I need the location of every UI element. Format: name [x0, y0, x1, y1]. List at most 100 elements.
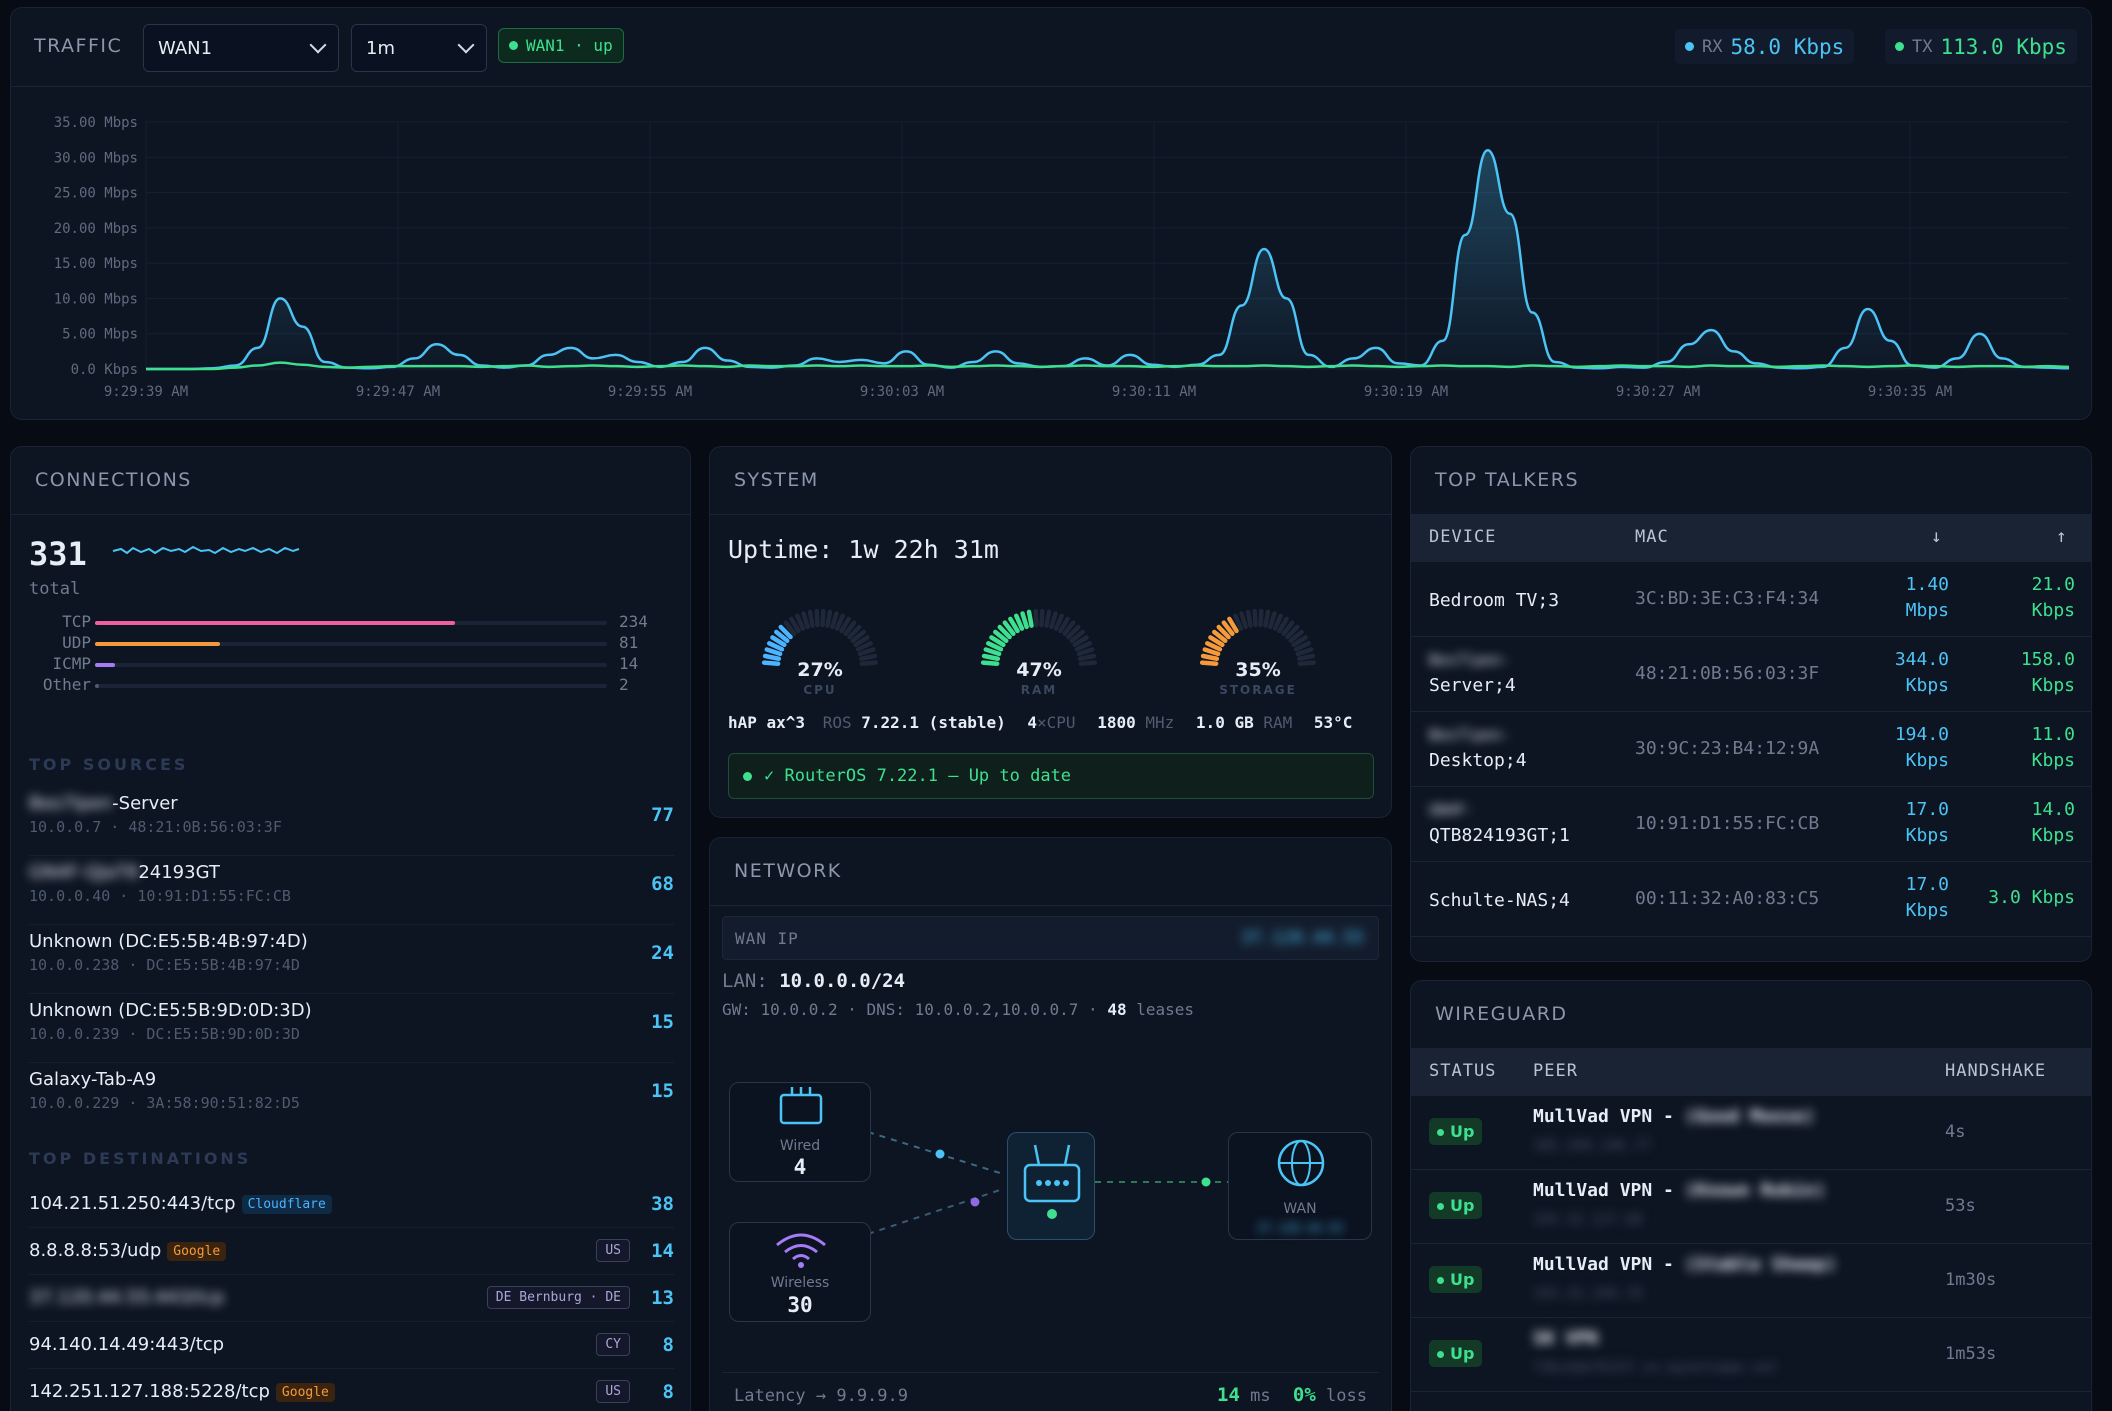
col-peer[interactable]: PEER	[1533, 1061, 1578, 1081]
status-dot-icon	[1437, 1203, 1444, 1210]
wireguard-title: WIREGUARD	[1435, 1003, 1568, 1025]
talker-upload-value: 14.0	[2031, 799, 2075, 820]
gauge-tick	[1033, 608, 1039, 628]
gauge-tick	[1039, 608, 1045, 628]
talker-download: 17.0 Kbps	[1906, 872, 1949, 924]
destination-row[interactable]: 8.8.8.8:53/udp Google US 14	[29, 1228, 674, 1275]
source-row[interactable]: Unknown (DC:E5:5B:9D:0D:3D) 10.0.0.239 · …	[29, 994, 674, 1063]
talker-row[interactable]: GN4F- QTB824193GT;1 10:91:D1:55:FC:CB 17.0 K…	[1411, 787, 2091, 862]
globe-icon	[1277, 1139, 1325, 1187]
destination-count: 8	[662, 1381, 674, 1403]
gauge-tick	[1049, 611, 1058, 630]
y-tick-label: 0.0 Kbps	[71, 362, 138, 378]
wireguard-peer-row[interactable]: Up SK VPN f3bcbde7615f.sn.mynetname.net 1m5…	[1411, 1318, 2091, 1392]
uptime-text: Uptime: 1w 22h 31m	[728, 535, 999, 564]
protocol-bar-fill	[95, 684, 100, 688]
connections-title: CONNECTIONS	[35, 469, 192, 491]
wireguard-card: WIREGUARD STATUS PEER HANDSHAKE Up MullVa…	[1410, 980, 2092, 1411]
col-mac[interactable]: MAC	[1635, 527, 1669, 547]
source-row[interactable]: GN4F-QJaT824193GT 10.0.0.40 · 10:91:D1:55…	[29, 856, 674, 925]
peer-endpoint: 193.32.249.70	[1533, 1286, 1643, 1302]
col-status[interactable]: STATUS	[1429, 1061, 1497, 1081]
destination-provider-tag: Google	[275, 1382, 335, 1402]
wireguard-peer-row[interactable]: Up MullVad VPN - (Stable Sheep) 193.32.249…	[1411, 1244, 2091, 1318]
wireguard-peer-row[interactable]: Up MullVad VPN - (Known Robin) 193.32.127.…	[1411, 1170, 2091, 1244]
wireless-count: 30	[787, 1293, 813, 1317]
gauge-storage: 35% STORAGE	[1178, 587, 1338, 727]
wan-sub: 37.120.44.55	[1256, 1221, 1344, 1235]
gauge-tick	[783, 620, 797, 636]
source-row[interactable]: Galaxy-Tab-A9 10.0.0.229 · 3A:58:90:51:82…	[29, 1063, 674, 1132]
gauge-tick	[1014, 613, 1025, 631]
destination-address-text: 94.140.14.49:443/tcp	[29, 1334, 225, 1355]
chevron-down-icon	[309, 36, 327, 54]
talker-mac: 48:21:0B:56:03:3F	[1635, 663, 1820, 684]
gauge-cpu: 27% CPU	[740, 587, 900, 727]
peer-name: SK VPN	[1533, 1328, 1598, 1349]
destination-row[interactable]: 37.120.44.55:443/tcp DE Bernburg · DE 13	[29, 1275, 674, 1322]
talker-device-text: QTB824193GT;1	[1429, 825, 1570, 846]
destination-address-text: 8.8.8.8:53/udp	[29, 1240, 162, 1261]
x-tick-label: 9:29:55 AM	[608, 384, 692, 400]
source-row[interactable]: Unknown (DC:E5:5B:4B:97:4D) 10.0.0.238 · …	[29, 925, 674, 994]
peer-name-text: MullVad VPN -	[1533, 1180, 1685, 1201]
gauge-tick	[1078, 660, 1098, 666]
y-tick-label: 25.00 Mbps	[54, 186, 138, 202]
protocol-bar-track	[95, 642, 607, 646]
talker-row[interactable]: Bes7lpen- Desktop;4 30:9C:23:B4:12:9A 194.0…	[1411, 712, 2091, 787]
destination-count: 13	[651, 1287, 674, 1309]
tx-label: TX	[1912, 36, 1933, 57]
destination-address: 8.8.8.8:53/udp Google	[29, 1240, 227, 1261]
talker-upload: 14.0 Kbps	[2032, 797, 2075, 849]
talker-device: GN4F- QTB824193GT;1	[1429, 797, 1570, 849]
gauge-tick	[1026, 609, 1034, 628]
gauge-tick	[1268, 611, 1277, 630]
status-dot-icon	[1437, 1129, 1444, 1136]
talker-download-unit: Mbps	[1905, 600, 1949, 621]
gauge-tick	[1202, 647, 1221, 657]
gauge-tick	[858, 653, 878, 661]
y-tick-label: 10.00 Mbps	[54, 291, 138, 307]
talker-upload: 3.0 Kbps	[1988, 885, 2075, 911]
gauge-tick	[1058, 616, 1070, 634]
network-card: NETWORK WAN IP 37.120.44.55 LAN: 10.0.0.…	[709, 837, 1392, 1411]
gauge-tick	[839, 616, 851, 634]
destination-row[interactable]: 104.21.51.250:443/tcp Cloudflare 38	[29, 1181, 674, 1228]
source-name: Unknown (DC:E5:5B:4B:97:4D)	[29, 931, 308, 952]
wireguard-peer-row[interactable]: Up MullVad VPN - (Good Moose) 185.209.196.…	[1411, 1096, 2091, 1170]
rx-area	[146, 150, 2069, 369]
source-count: 24	[651, 942, 674, 964]
gauge-value: 35%	[1235, 659, 1281, 681]
interval-select[interactable]: 1m	[351, 24, 487, 72]
wireless-node: Wireless 30	[729, 1222, 871, 1322]
wireless-label: Wireless	[770, 1275, 830, 1291]
source-name-redacted: GN4F-QJaT8	[29, 862, 139, 883]
traffic-chart: 35.00 Mbps 30.00 Mbps 25.00 Mbps 20.00 Mbps…	[54, 115, 2070, 400]
col-upload-arrow-icon[interactable]: ↑	[2056, 526, 2067, 547]
talker-row[interactable]: Bedroom TV;3 3C:BD:3E:C3:F4:34 1.40 Mbps 21.…	[1411, 562, 2091, 637]
wan-ip-value: 37.120.44.55	[1241, 928, 1364, 948]
router-node	[1007, 1132, 1095, 1240]
interface-select[interactable]: WAN1	[143, 24, 339, 72]
destination-row[interactable]: 142.251.127.188:5228/tcp Google US 8	[29, 1369, 674, 1411]
peer-status-badge: Up	[1429, 1118, 1483, 1145]
col-handshake[interactable]: HANDSHAKE	[1945, 1061, 2047, 1081]
gauge-tick	[1277, 616, 1289, 634]
gauge-ram: 47% RAM	[959, 587, 1119, 727]
gauge-arc	[761, 608, 879, 666]
col-device[interactable]: DEVICE	[1429, 527, 1497, 547]
peer-status-badge: Up	[1429, 1340, 1483, 1367]
talker-row[interactable]: Schulte-NAS;4 00:11:32:A0:83:C5 17.0 Kbps 3.…	[1411, 862, 2091, 937]
source-row[interactable]: Bes7lpen-Server 10.0.0.7 · 48:21:0B:56:03…	[29, 787, 674, 856]
destination-row[interactable]: 94.140.14.49:443/tcp CY 8	[29, 1322, 674, 1369]
talker-device-redacted: Bes7lpen-	[1429, 651, 1511, 669]
col-download-arrow-icon[interactable]: ↓	[1931, 526, 1942, 547]
talker-row[interactable]: Bes7lpen- Server;4 48:21:0B:56:03:3F 344.0 K…	[1411, 637, 2091, 712]
ethernet-icon	[779, 1087, 823, 1125]
protocol-bar-track	[95, 621, 607, 625]
peer-endpoint: f3bcbde7615f.sn.mynetname.net	[1533, 1360, 1778, 1376]
talker-download-value: 194.0	[1894, 724, 1949, 745]
tx-rate: TX 113.0 Kbps	[1885, 29, 2077, 64]
gauge-tick	[770, 635, 787, 648]
gauge-tick	[834, 613, 845, 631]
